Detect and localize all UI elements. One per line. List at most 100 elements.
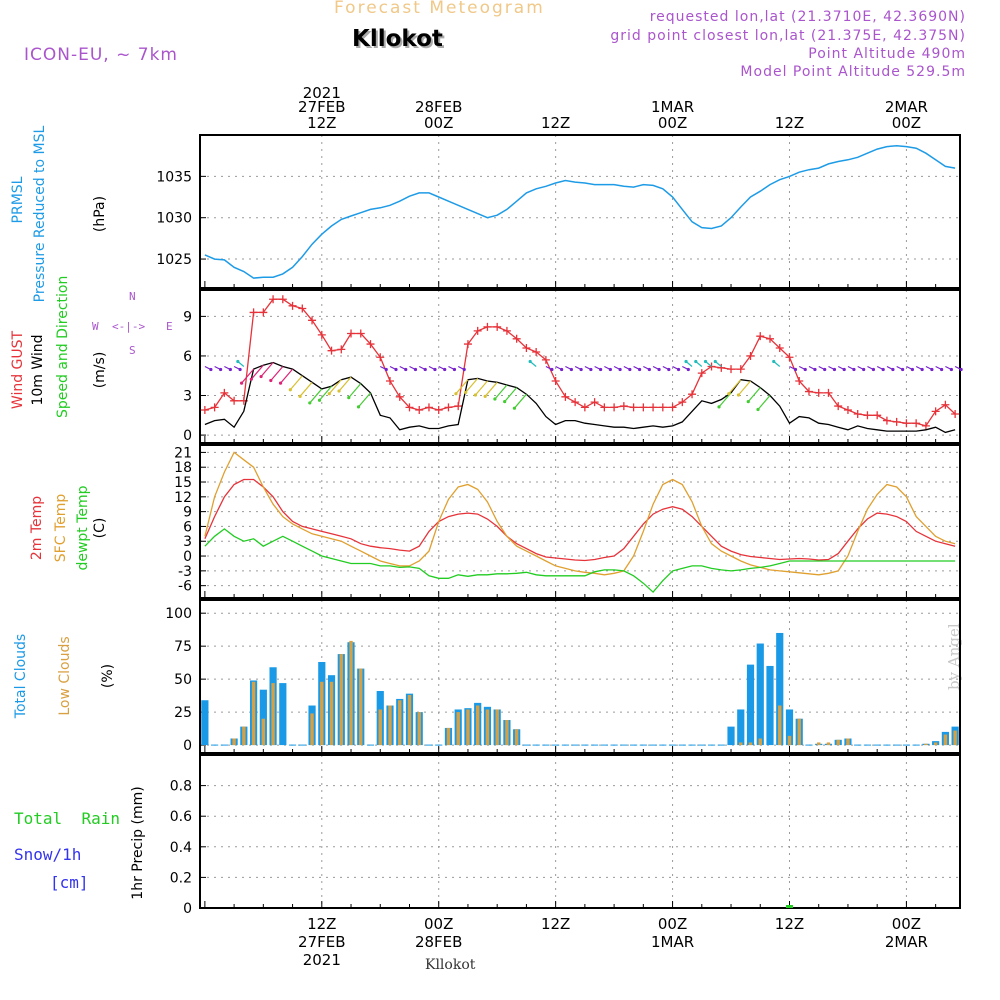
time-label-bottom: 12Z	[775, 915, 804, 933]
wind-arrow-head	[512, 406, 517, 410]
wind-arrow-head	[713, 359, 717, 364]
gust-point	[912, 419, 921, 428]
low-cloud-bar	[417, 712, 421, 746]
wind-arrow	[747, 387, 761, 402]
wind-arrow-head	[228, 367, 232, 372]
gust-point	[804, 387, 813, 396]
wind-arrow-head	[356, 405, 361, 409]
wind-arrow-head	[423, 367, 427, 372]
low-cloud-bar	[953, 730, 957, 746]
wind-arrow	[465, 377, 479, 393]
low-cloud-bar	[739, 742, 743, 746]
wind-arrow-head	[940, 367, 944, 372]
gust-point	[347, 329, 356, 338]
wind-arrow-head	[756, 407, 760, 412]
wind-arrow-head	[493, 397, 497, 401]
wind-arrow-head	[667, 367, 671, 372]
wind-arrow	[728, 379, 742, 395]
low-cloud-bar	[505, 720, 509, 746]
wind-arrow	[309, 388, 323, 404]
wind-arrow-head	[483, 394, 487, 398]
gust-point	[434, 406, 443, 415]
y-tick-label: 75	[174, 639, 192, 655]
panel-frame-temperature	[199, 444, 961, 599]
wind-arrow-head	[503, 400, 507, 404]
wind-arrow-head	[717, 405, 721, 409]
rain-legend-rain: Rain	[81, 809, 120, 828]
wind-arrow	[250, 364, 264, 380]
y-tick-label: 3	[183, 389, 192, 405]
wind-arrow-head	[772, 359, 776, 364]
gust-point	[200, 406, 209, 415]
y-tick-label: 6	[183, 519, 192, 535]
time-label-top: 28FEB	[415, 98, 462, 116]
time-label-bottom: 00Z	[658, 915, 687, 933]
y-tick-label: -3	[178, 564, 192, 580]
low-cloud-bar	[787, 735, 792, 746]
y-tick-label: 0	[183, 549, 192, 565]
wind-arrow-head	[560, 367, 564, 372]
low-cloud-bar	[251, 681, 256, 746]
point-altitude: Point Altitude 490m	[808, 46, 966, 62]
time-label-bottom: 27FEB	[298, 933, 345, 951]
wind-arrow	[513, 393, 527, 409]
y-tick-label: 9	[183, 309, 192, 325]
wind-arrow-head	[628, 367, 632, 372]
wind-arrow-head	[238, 367, 242, 372]
gust-point	[269, 295, 278, 304]
gust-point	[571, 398, 580, 407]
wind-arrow-head	[347, 396, 351, 400]
wind-arrow	[504, 387, 518, 402]
gust-point	[727, 365, 736, 374]
wind-arrow-head	[473, 393, 478, 397]
compass-w: W	[92, 320, 99, 333]
wind-arrow	[757, 395, 771, 410]
gust-point	[230, 396, 239, 405]
gust-point	[541, 355, 550, 364]
wind-arrow-head	[793, 367, 798, 372]
gust-point	[483, 322, 492, 331]
time-label-top: 27FEB	[298, 98, 345, 116]
wind-arrow-head	[579, 367, 583, 372]
gust-point	[697, 369, 706, 378]
snow-legend: Snow/1h	[14, 845, 82, 864]
wind-arrow-head	[259, 374, 263, 379]
gust-point	[600, 403, 609, 412]
y-tick-label: 0.6	[170, 809, 192, 825]
low-cloud-bar	[778, 705, 782, 746]
wind-arrow-head	[901, 367, 905, 372]
wind-arrow-head	[394, 367, 398, 372]
gust-point	[902, 419, 911, 428]
gust-point	[688, 390, 697, 399]
y-tick-label: 6	[183, 349, 192, 365]
wind-arrow	[260, 362, 274, 377]
low-cloud-bar	[826, 742, 831, 746]
wind-arrow-head	[589, 367, 593, 372]
gust-point	[580, 403, 589, 412]
gust-point	[843, 406, 852, 415]
y-tick-label: 100	[165, 606, 192, 622]
wind-arrow	[358, 392, 371, 408]
gust-point	[259, 308, 268, 317]
model-label: ICON-EU, ~ 7km	[24, 45, 178, 65]
wind-arrow-head	[703, 359, 708, 364]
wind-arrow-head	[464, 390, 468, 394]
wind-arrow-head	[236, 359, 240, 364]
gust-point	[473, 326, 482, 335]
wind-arrow-head	[599, 367, 603, 372]
gust-point	[317, 330, 326, 339]
time-label-bottom: 00Z	[424, 915, 453, 933]
compass-e: E	[166, 320, 173, 333]
wind-arrow	[241, 368, 255, 384]
gust-point	[775, 344, 784, 353]
snow-unit-legend: [cm]	[50, 873, 89, 892]
wind-arrow-head	[308, 401, 312, 405]
wind-arrow-head	[684, 359, 688, 364]
low-cloud-bar	[261, 718, 266, 746]
wind-arrow	[474, 380, 488, 396]
wind-arrow	[738, 380, 751, 396]
gust-point	[386, 377, 394, 386]
gust-point	[395, 392, 404, 401]
gust-point	[639, 403, 648, 412]
time-label-top: 2MAR	[885, 98, 928, 116]
